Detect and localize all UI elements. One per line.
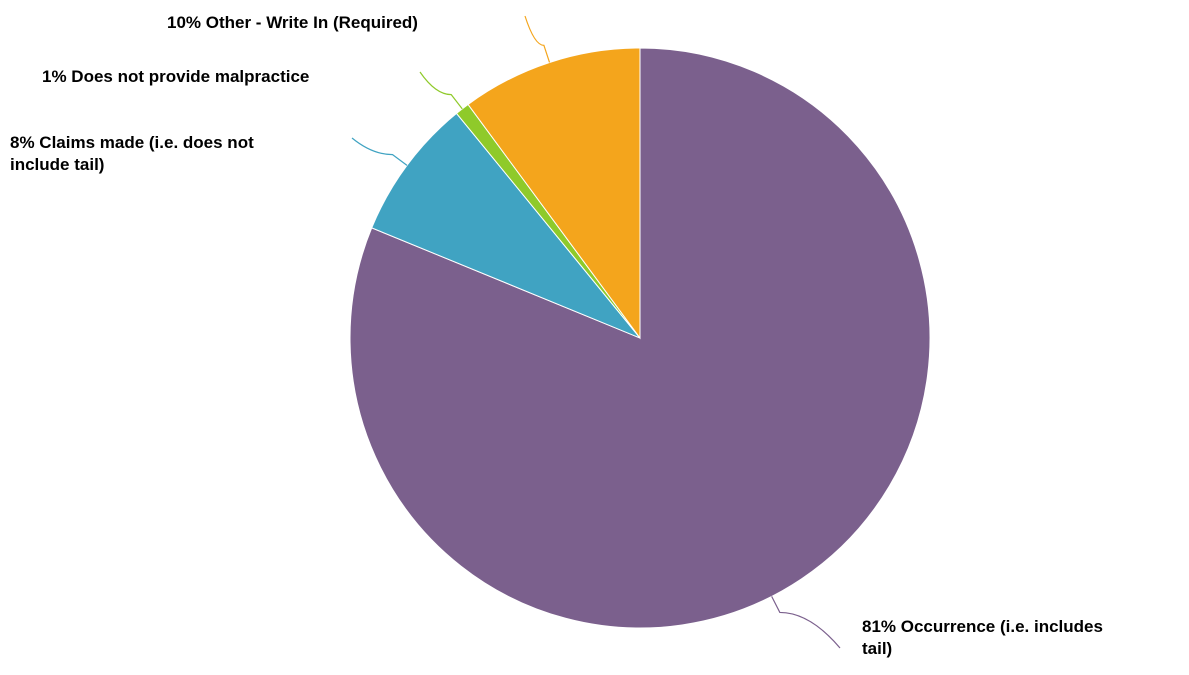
pie-slice-1 xyxy=(349,47,931,629)
slices-layer xyxy=(349,47,931,629)
pie-slice-2 xyxy=(371,112,641,339)
slice-label-1: 81% Occurrence (i.e. includes tail) xyxy=(862,617,1103,658)
slice-label-4-line-1: 10% Other - Write In (Required) xyxy=(167,13,418,32)
pie-slice-4 xyxy=(467,47,641,340)
slice-label-3: 1% Does not provide malpractice xyxy=(42,67,309,86)
slice-label-3-line-1: 1% Does not provide malpractice xyxy=(42,67,309,86)
slice-label-2: 8% Claims made (i.e. does not include tai… xyxy=(10,133,254,174)
slice-label-2-line-1: 8% Claims made (i.e. does not xyxy=(10,133,254,152)
labels-layer: 81% Occurrence (i.e. includes tail) 8% Cla… xyxy=(10,13,1103,658)
slice-label-2-line-2: include tail) xyxy=(10,155,104,174)
leader-line-4 xyxy=(524,15,551,63)
leader-line-2 xyxy=(351,137,408,166)
leader-line-1 xyxy=(771,596,841,649)
slice-label-4: 10% Other - Write In (Required) xyxy=(167,13,418,32)
slice-label-1-line-1: 81% Occurrence (i.e. includes xyxy=(862,617,1103,636)
leader-line-3 xyxy=(419,71,463,110)
leader-lines-layer xyxy=(351,15,841,649)
slice-label-1-line-2: tail) xyxy=(862,639,892,658)
